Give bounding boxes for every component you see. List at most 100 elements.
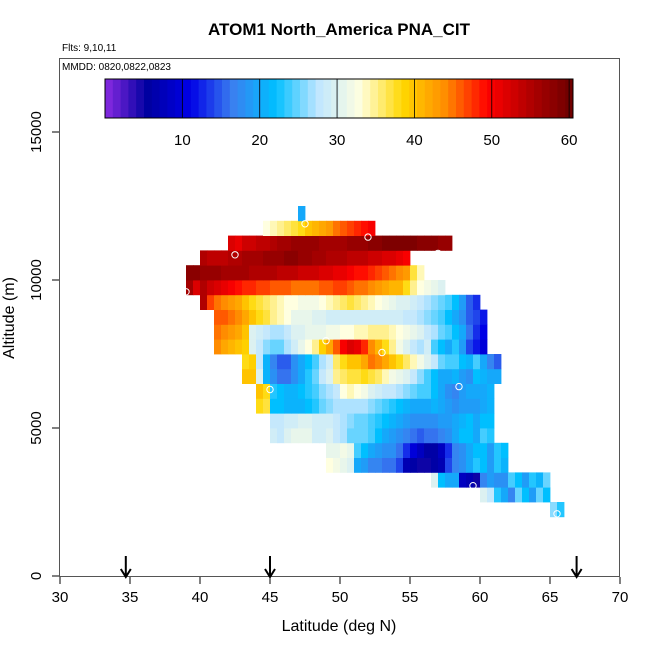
heatmap-cell — [298, 324, 306, 340]
heatmap-cell — [368, 428, 376, 444]
heatmap-cell — [403, 280, 411, 296]
heatmap-cell — [480, 487, 488, 503]
heatmap-cell — [277, 368, 285, 384]
heatmap-cell — [480, 428, 488, 444]
heatmap-cell — [347, 294, 355, 310]
heatmap-cell — [284, 368, 292, 384]
heatmap-cell — [487, 457, 495, 473]
heatmap-cell — [312, 280, 320, 296]
heatmap-cell — [333, 442, 341, 458]
heatmap-cell — [410, 235, 418, 251]
heatmap-cell — [347, 220, 355, 236]
heatmap-cell — [403, 354, 411, 370]
heatmap-cell — [263, 294, 271, 310]
heatmap-cell — [347, 324, 355, 340]
heatmap-cell — [228, 235, 236, 251]
heatmap-cell — [228, 265, 236, 281]
heatmap-cell — [389, 428, 397, 444]
x-axis: 30 35 40 45 50 55 60 65 70 — [52, 577, 628, 606]
colorbar-segment — [120, 79, 129, 118]
heatmap-cell — [354, 413, 362, 429]
heatmap-cell — [375, 354, 383, 370]
heatmap-cell — [298, 428, 306, 444]
heatmap-cell — [193, 280, 201, 296]
observation-marker — [560, 335, 568, 343]
heatmap-cell — [515, 472, 523, 488]
colorbar-segment — [229, 79, 239, 118]
heatmap-cell — [354, 280, 362, 296]
heatmap-cell — [249, 294, 257, 310]
heatmap-cell — [249, 324, 257, 340]
heatmap-cell — [305, 309, 313, 325]
colorbar-segment — [237, 79, 246, 118]
heatmap-cell — [431, 324, 439, 340]
x-tick-label: 35 — [122, 589, 139, 606]
colorbar-segment — [284, 79, 293, 118]
heatmap-cell — [473, 398, 481, 414]
colorbar-segment — [307, 79, 317, 118]
colorbar-segment — [214, 79, 223, 118]
colorbar-segment — [331, 79, 340, 118]
heatmap-cell — [235, 280, 243, 296]
observation-marker — [469, 482, 477, 490]
heatmap-cell — [347, 368, 355, 384]
heatmap-cell — [305, 250, 313, 266]
colorbar-segment — [206, 79, 215, 118]
heatmap-cell — [298, 220, 306, 236]
heatmap-cell — [319, 309, 327, 325]
heatmap-cell — [326, 235, 334, 251]
heatmap-cell — [452, 472, 460, 488]
heatmap-cell — [256, 398, 264, 414]
heatmap-cell — [221, 309, 229, 325]
heatmap-cell — [361, 398, 369, 414]
heatmap-cell — [466, 294, 474, 310]
heatmap-cell — [459, 309, 467, 325]
heatmap-cell — [375, 398, 383, 414]
heatmap-cell — [396, 324, 404, 340]
heatmap-cell — [438, 309, 446, 325]
heatmap-cell — [417, 442, 425, 458]
heatmap-cell — [326, 398, 334, 414]
colorbar-segment — [393, 79, 402, 118]
heatmap-cell — [466, 383, 474, 399]
heatmap-cell — [256, 354, 264, 370]
heatmap-cell — [249, 339, 257, 355]
heatmap-cell — [417, 309, 425, 325]
heatmap-cell — [333, 294, 341, 310]
heatmap-cell — [333, 235, 341, 251]
colorbar-segment — [198, 79, 207, 118]
heatmap-cell — [312, 235, 320, 251]
heatmap-cell — [186, 280, 194, 296]
heatmap-cell — [340, 413, 348, 429]
heatmap-cell — [368, 250, 376, 266]
heatmap-cell — [242, 235, 250, 251]
heatmap-cell — [389, 339, 397, 355]
heatmap-cell — [473, 324, 481, 340]
heatmap-cell — [221, 265, 229, 281]
heatmap-cell — [340, 324, 348, 340]
observation-marker — [539, 384, 547, 392]
heatmap-cell — [312, 398, 320, 414]
heatmap-cell — [319, 383, 327, 399]
heatmap-cell — [389, 383, 397, 399]
heatmap-cell — [333, 324, 341, 340]
heatmap-cell — [214, 294, 222, 310]
heatmap-cell — [200, 250, 208, 266]
heatmap-cell — [312, 413, 320, 429]
heatmap-cell — [494, 354, 502, 370]
heatmap-cell — [403, 413, 411, 429]
heatmap-cell — [333, 354, 341, 370]
heatmap-cell — [382, 280, 390, 296]
heatmap-cell — [256, 250, 264, 266]
heatmap-cell — [263, 324, 271, 340]
colorbar-segment — [315, 79, 324, 118]
heatmap-cell — [466, 472, 474, 488]
heatmap-cell — [207, 265, 215, 281]
heatmap-cell — [501, 457, 509, 473]
heatmap-cell — [312, 428, 320, 444]
heatmap-cell — [459, 457, 467, 473]
colorbar-segment — [253, 79, 262, 118]
heatmap-cell — [207, 280, 215, 296]
heatmap-cell — [270, 250, 278, 266]
x-tick-label: 30 — [52, 589, 69, 606]
